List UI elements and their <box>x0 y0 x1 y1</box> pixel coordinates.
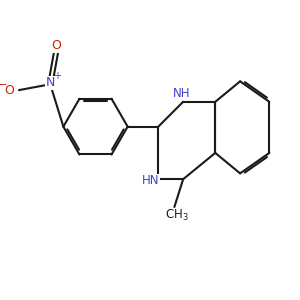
Text: O: O <box>51 39 61 52</box>
Text: N: N <box>46 76 55 89</box>
Text: −: − <box>0 80 8 90</box>
Text: +: + <box>53 71 61 81</box>
Text: HN: HN <box>142 174 160 187</box>
Text: CH$_3$: CH$_3$ <box>166 208 189 223</box>
Text: NH: NH <box>173 86 190 100</box>
Text: O: O <box>5 84 15 97</box>
